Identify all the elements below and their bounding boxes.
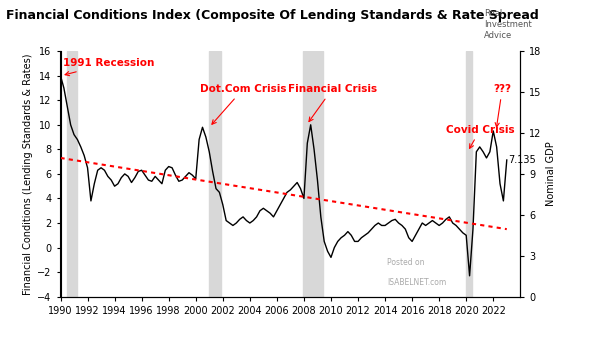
- Bar: [67, 51, 77, 297]
- Text: Covid Crisis: Covid Crisis: [446, 124, 514, 148]
- Text: Posted on: Posted on: [387, 258, 425, 267]
- Text: ???: ???: [493, 84, 511, 127]
- Text: Financial Crisis: Financial Crisis: [288, 84, 377, 121]
- Text: Real
Investment
Advice: Real Investment Advice: [484, 9, 532, 40]
- Text: 1991 Recession: 1991 Recession: [63, 58, 155, 76]
- Text: Dot.Com Crisis: Dot.Com Crisis: [200, 84, 286, 124]
- Y-axis label: Financial Conditions (Lending Standards & Rates): Financial Conditions (Lending Standards …: [23, 53, 33, 295]
- Text: 7.135: 7.135: [508, 155, 536, 165]
- Bar: [302, 51, 323, 297]
- Y-axis label: Nominal GDP: Nominal GDP: [546, 142, 556, 206]
- Text: ISABELNET.com: ISABELNET.com: [387, 278, 446, 287]
- Text: Financial Conditions Index (Composite Of Lending Standards & Rate Spread: Financial Conditions Index (Composite Of…: [6, 9, 539, 21]
- Bar: [209, 51, 221, 297]
- Bar: [466, 51, 472, 297]
